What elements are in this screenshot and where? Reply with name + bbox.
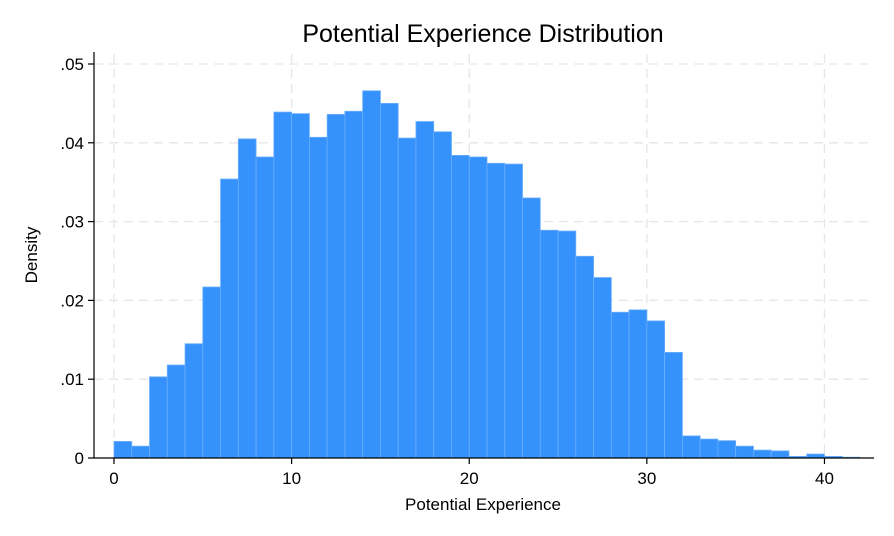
x-axis-label: Potential Experience xyxy=(405,495,561,514)
y-tick-label-0: 0 xyxy=(75,449,84,468)
chart-title: Potential Experience Distribution xyxy=(302,20,663,48)
histogram-bar xyxy=(717,440,737,459)
histogram-bar xyxy=(415,121,435,459)
histogram-bars xyxy=(113,90,861,459)
histogram-bar xyxy=(557,230,577,459)
histogram-bar xyxy=(344,110,364,459)
histogram-bar xyxy=(735,445,754,459)
histogram-bar xyxy=(522,197,541,459)
x-tick-label-3: 30 xyxy=(637,469,656,488)
histogram-bar xyxy=(362,90,381,459)
axes xyxy=(93,52,874,459)
histogram-bar xyxy=(451,155,470,459)
histogram-bar xyxy=(255,156,275,459)
histogram-bar xyxy=(166,364,186,459)
histogram-bar xyxy=(664,352,683,459)
histogram-bar xyxy=(486,162,506,459)
histogram-bar xyxy=(770,450,790,459)
histogram-bar xyxy=(433,131,452,459)
histogram-bar xyxy=(291,113,310,459)
histogram-bar xyxy=(753,449,772,459)
histogram-bar xyxy=(326,114,346,459)
y-tick-label-2: .02 xyxy=(60,291,84,310)
x-tick-label-4: 40 xyxy=(815,469,834,488)
histogram-bar xyxy=(202,286,221,459)
histogram-bar xyxy=(681,435,701,459)
x-axis-ticks: 0 10 20 30 40 xyxy=(109,458,834,488)
histogram-bar xyxy=(113,441,133,459)
histogram-bar xyxy=(184,343,204,459)
histogram-bar xyxy=(610,311,630,459)
histogram-bar xyxy=(593,277,612,459)
y-tick-label-5: .05 xyxy=(60,55,84,74)
histogram-bar xyxy=(237,138,257,459)
histogram-bar xyxy=(628,309,648,459)
histogram-bar xyxy=(131,445,150,459)
histogram-bar xyxy=(539,229,559,459)
y-axis-ticks: 0 .01 .02 .03 .04 .05 xyxy=(60,55,94,468)
x-tick-label-0: 0 xyxy=(109,469,118,488)
histogram-bar xyxy=(468,156,488,459)
histogram-bar xyxy=(504,163,523,459)
y-tick-label-3: .03 xyxy=(60,213,84,232)
histogram-bar xyxy=(308,136,328,459)
histogram-bar xyxy=(699,438,719,459)
histogram-bar xyxy=(397,137,417,459)
histogram-bar xyxy=(646,320,666,459)
x-tick-label-1: 10 xyxy=(282,469,301,488)
y-tick-label-4: .04 xyxy=(60,134,84,153)
histogram-bar xyxy=(575,255,594,459)
histogram-bar xyxy=(380,103,399,459)
histogram-bar xyxy=(149,376,168,459)
x-tick-label-2: 20 xyxy=(460,469,479,488)
y-tick-label-1: .01 xyxy=(60,370,84,389)
histogram-bar xyxy=(273,111,293,459)
y-axis-label: Density xyxy=(22,226,41,283)
histogram-bar xyxy=(220,178,239,459)
